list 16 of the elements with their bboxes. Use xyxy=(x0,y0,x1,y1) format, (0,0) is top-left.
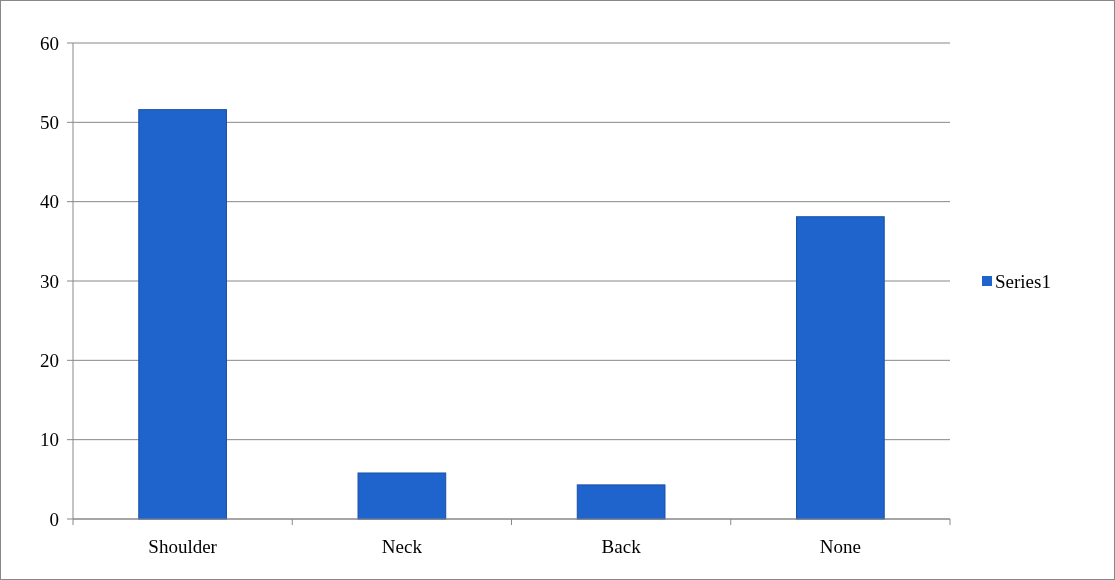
y-tick-label: 50 xyxy=(40,111,59,133)
x-tick-label: Neck xyxy=(381,536,423,557)
x-tick-label: Shoulder xyxy=(148,536,218,557)
y-tick-label: 20 xyxy=(40,349,59,371)
legend-label: Series1 xyxy=(995,270,1051,292)
y-tick-label: 10 xyxy=(40,429,59,451)
bar xyxy=(576,484,666,520)
x-tick-label: None xyxy=(819,536,861,557)
y-tick-label: 0 xyxy=(49,508,59,530)
y-tick-label: 30 xyxy=(40,270,59,292)
bar xyxy=(138,109,227,520)
y-tick-label: 60 xyxy=(40,32,59,54)
x-tick-label: Back xyxy=(601,536,642,557)
bar xyxy=(796,216,885,520)
y-tick-label: 40 xyxy=(40,191,59,213)
bar xyxy=(357,472,447,520)
